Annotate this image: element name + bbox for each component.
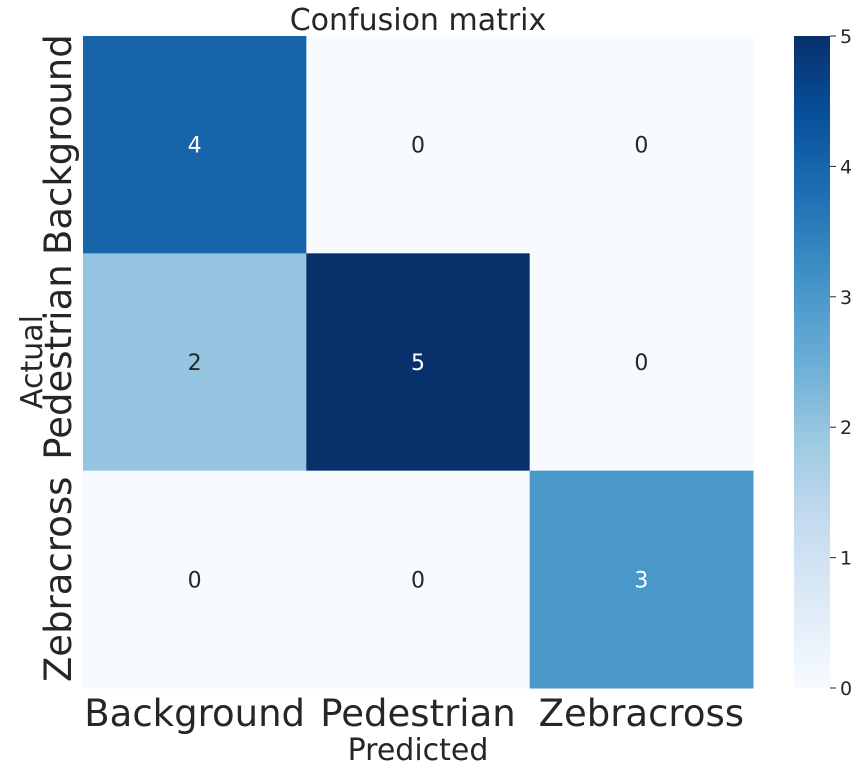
heatmap-cell-r1-c1 — [306, 253, 531, 472]
colorbar — [794, 36, 830, 688]
cell-value-r0-c1: 0 — [411, 134, 425, 159]
heatmap-cell-r2-c1 — [306, 470, 531, 689]
y-axis-label: Actual — [15, 315, 50, 409]
cell-value-r0-c2: 0 — [634, 134, 648, 159]
heatmap-cell-r2-c0 — [83, 470, 307, 689]
cell-value-r1-c2: 0 — [634, 351, 648, 376]
x-tick-label: Background — [84, 692, 305, 735]
x-tick-label: Zebracross — [539, 692, 744, 735]
chart-title: Confusion matrix — [290, 3, 547, 38]
x-axis-label: Predicted — [348, 733, 489, 768]
cell-value-r2-c0: 0 — [188, 568, 202, 593]
cell-value-r2-c2: 3 — [634, 568, 648, 593]
colorbar-tick-label: 2 — [840, 417, 852, 439]
cell-value-r2-c1: 0 — [411, 568, 425, 593]
x-tick-label: Pedestrian — [320, 692, 515, 735]
colorbar-tick-label: 0 — [840, 678, 852, 700]
cell-value-r1-c0: 2 — [188, 351, 202, 376]
y-tick-labels: Background Pedestrian Zebracross — [37, 34, 80, 682]
heatmap-cell-r1-c0 — [83, 253, 307, 472]
y-tick-label: Pedestrian — [37, 264, 80, 459]
cell-value-r0-c0: 4 — [188, 134, 202, 159]
heatmap-cell-r0-c2 — [529, 36, 754, 254]
heatmap-cell-r2-c2 — [529, 470, 754, 689]
x-tick-labels: Background Pedestrian Zebracross — [84, 692, 744, 735]
colorbar-tick-label: 4 — [840, 156, 852, 178]
heatmap-cell-r0-c0 — [83, 36, 307, 254]
heatmap-cell-r1-c2 — [529, 253, 754, 472]
colorbar-ticks: 0 1 2 3 4 5 — [830, 26, 852, 700]
heatmap-cell-r0-c1 — [306, 36, 531, 254]
cell-value-r1-c1: 5 — [411, 351, 425, 376]
colorbar-tick-label: 1 — [840, 548, 852, 570]
heatmap-cells — [83, 36, 754, 689]
heatmap-cell-labels: 4 0 0 2 5 0 0 0 3 — [188, 134, 649, 594]
colorbar-tick-label: 5 — [840, 26, 852, 48]
y-tick-label: Zebracross — [37, 477, 80, 682]
y-tick-label: Background — [37, 34, 80, 255]
colorbar-tick-label: 3 — [840, 287, 852, 309]
